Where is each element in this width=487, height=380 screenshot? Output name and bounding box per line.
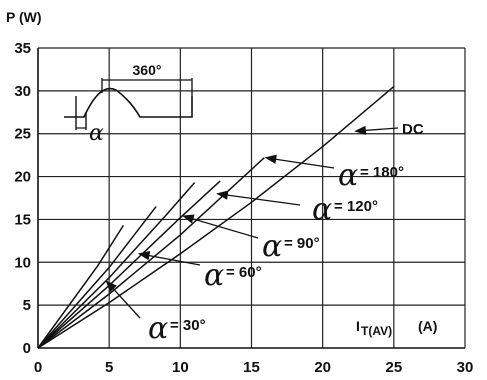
x-axis-title-main: I xyxy=(356,318,360,334)
series-label-30: = 30° xyxy=(170,317,206,334)
tick-labels: 0 5 10 15 20 25 30 0 5 10 15 20 25 30 35 xyxy=(14,40,473,376)
x-tick-label-0: 0 xyxy=(34,359,42,376)
series-alpha-symbol-30: α xyxy=(148,311,168,346)
x-tick-label-15: 15 xyxy=(243,359,260,376)
y-tick-label-5: 5 xyxy=(23,297,31,314)
x-axis-title-sub: T(AV) xyxy=(361,324,392,338)
series-line-90 xyxy=(37,182,196,349)
series-arrow-30 xyxy=(105,280,141,319)
series-arrow-90 xyxy=(182,214,259,239)
x-axis-title-unit: (A) xyxy=(418,318,437,334)
series-label-60: = 60° xyxy=(226,264,262,281)
axes xyxy=(37,48,465,349)
waveform-inset: α 360° xyxy=(64,62,193,146)
y-axis-title: P (W) xyxy=(6,9,42,25)
series-line-dc xyxy=(37,86,395,349)
x-tick-label-10: 10 xyxy=(172,359,189,376)
series-label-120: = 120° xyxy=(334,198,378,215)
y-tick-label-25: 25 xyxy=(14,126,31,143)
x-tick-label-20: 20 xyxy=(314,359,331,376)
inset-period-label: 360° xyxy=(133,62,162,78)
y-tick-label-20: 20 xyxy=(14,169,31,186)
series-alpha-symbol-90: α xyxy=(262,229,282,264)
y-tick-label-35: 35 xyxy=(14,40,31,57)
series-label-180: = 180° xyxy=(360,164,404,181)
y-tick-label-0: 0 xyxy=(23,340,31,357)
series-line-30 xyxy=(37,224,125,349)
series-annotations: DCα = 180°α = 120°α = 90°α = 60°α = 30° xyxy=(105,121,424,346)
series-arrow-120 xyxy=(216,190,301,206)
series-line-60 xyxy=(37,206,157,349)
y-tick-label-15: 15 xyxy=(14,211,31,228)
series-alpha-symbol-180: α xyxy=(338,158,358,193)
series-label-90: = 90° xyxy=(284,235,320,252)
inset-alpha-label: α xyxy=(89,121,104,146)
series-arrow-60 xyxy=(137,251,201,266)
series-label-dc: DC xyxy=(402,121,424,138)
x-tick-label-5: 5 xyxy=(105,359,113,376)
x-tick-label-30: 30 xyxy=(457,359,474,376)
y-tick-label-30: 30 xyxy=(14,83,31,100)
series-arrow-dc xyxy=(354,125,399,136)
x-tick-label-25: 25 xyxy=(385,359,402,376)
series-alpha-symbol-120: α xyxy=(312,192,332,227)
series-alpha-symbol-60: α xyxy=(204,258,224,293)
series-arrow-180 xyxy=(264,154,335,169)
x-axis-title: I T(AV) (A) xyxy=(356,318,437,338)
y-tick-label-10: 10 xyxy=(14,254,31,271)
grid xyxy=(38,47,466,348)
inset-waveform xyxy=(64,87,193,118)
